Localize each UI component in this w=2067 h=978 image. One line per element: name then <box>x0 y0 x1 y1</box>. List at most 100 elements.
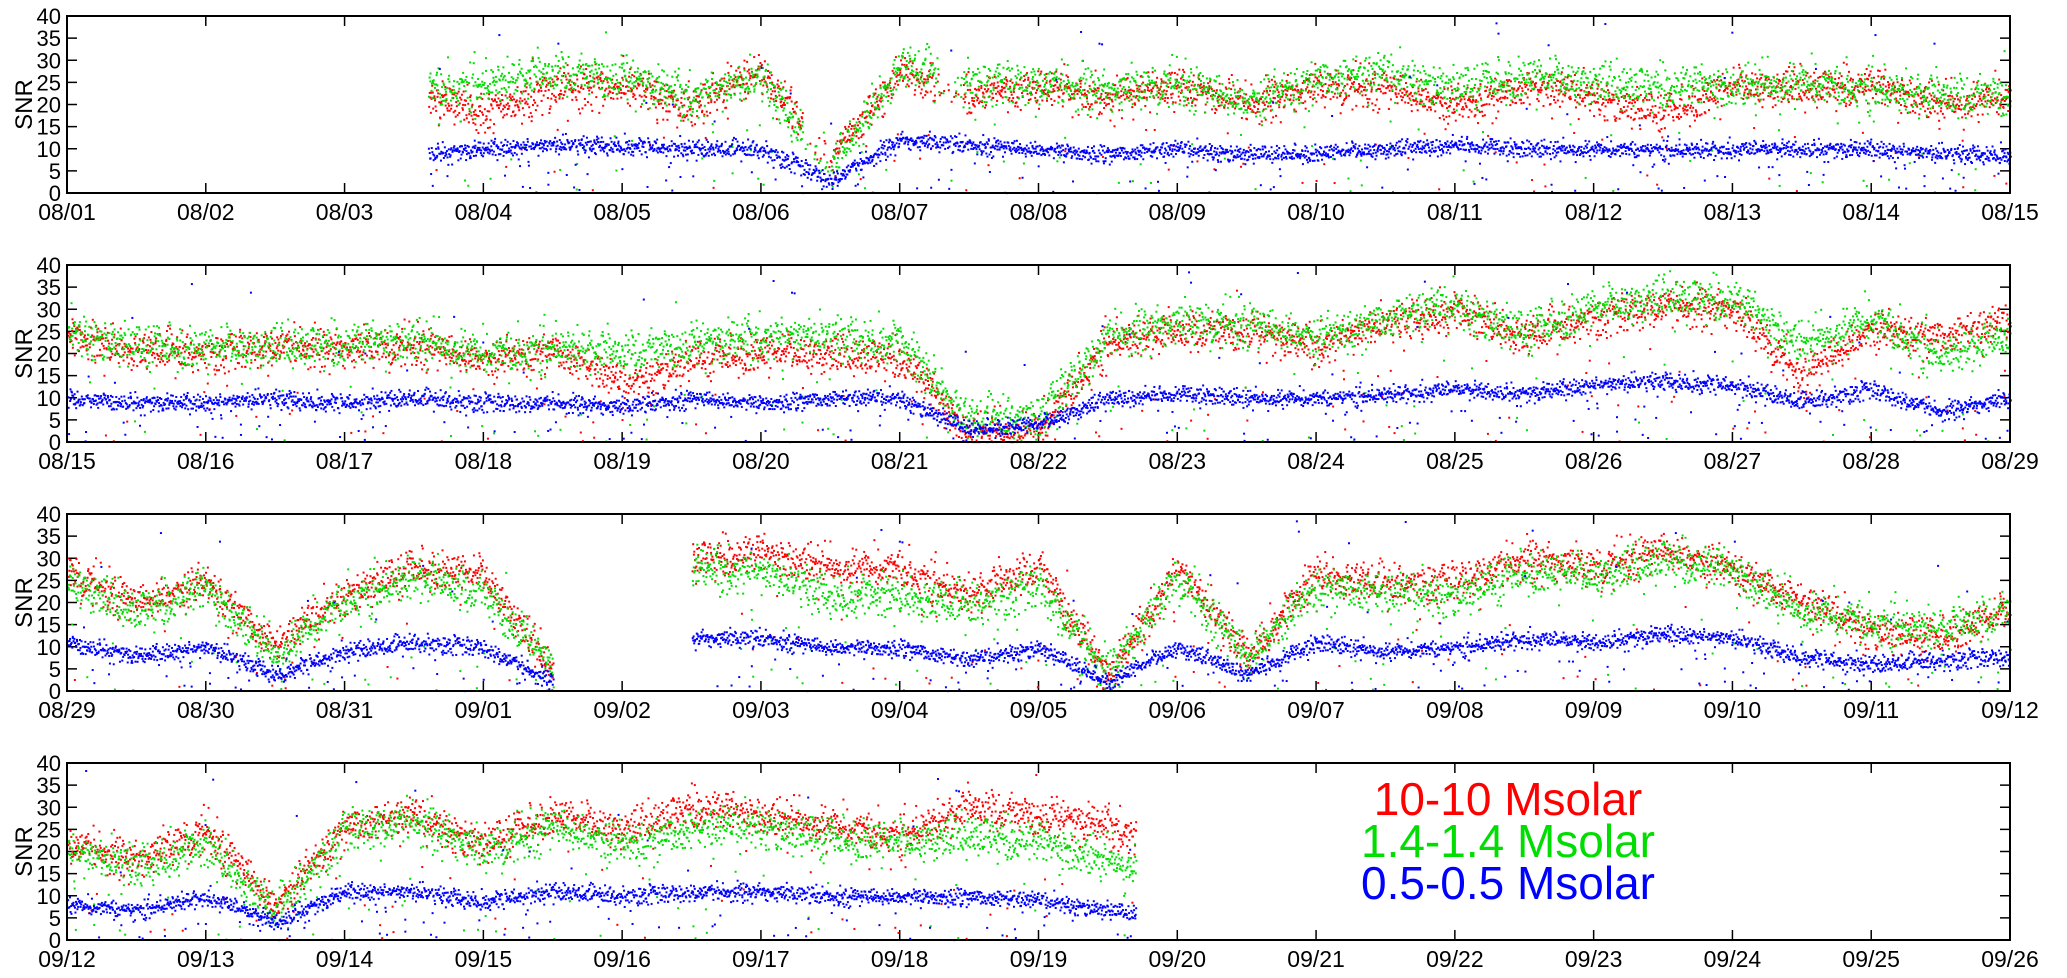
data-point <box>723 99 725 101</box>
data-point <box>619 82 621 84</box>
data-point <box>832 186 834 188</box>
data-point <box>531 120 533 122</box>
data-point <box>908 85 910 87</box>
data-point <box>539 61 541 63</box>
data-point <box>872 104 874 106</box>
data-point <box>651 84 653 86</box>
data-point <box>1205 104 1207 106</box>
data-point <box>559 169 561 171</box>
data-point <box>1951 95 1953 97</box>
data-point <box>1169 82 1171 84</box>
data-point <box>877 96 879 98</box>
x-tick-label: 08/02 <box>177 199 235 225</box>
data-point <box>521 123 523 125</box>
data-point <box>489 126 491 128</box>
data-point <box>1321 97 1323 99</box>
data-point <box>1332 81 1334 83</box>
data-point <box>1045 73 1047 75</box>
data-point <box>678 109 680 111</box>
data-point <box>1525 86 1527 88</box>
data-point <box>492 77 494 79</box>
data-point <box>1146 97 1148 99</box>
data-point <box>1196 99 1198 101</box>
data-point <box>1232 84 1234 86</box>
data-point <box>741 76 743 78</box>
data-point <box>601 63 603 65</box>
data-point <box>1541 84 1543 86</box>
data-point <box>1500 101 1502 103</box>
data-point <box>558 98 560 100</box>
data-point <box>790 135 792 137</box>
data-point <box>554 99 556 101</box>
data-point <box>836 162 838 164</box>
data-point <box>1323 95 1325 97</box>
data-point <box>792 116 794 118</box>
data-point <box>792 108 794 110</box>
data-point <box>770 93 772 95</box>
data-point <box>770 97 772 99</box>
data-point <box>585 63 587 65</box>
data-point <box>498 107 500 109</box>
data-point <box>714 89 716 91</box>
data-point <box>1258 103 1260 105</box>
data-point <box>1411 110 1413 112</box>
data-point <box>1497 100 1499 102</box>
data-point <box>920 92 922 94</box>
data-point <box>516 99 518 101</box>
data-point <box>678 68 680 70</box>
data-point <box>681 88 683 90</box>
data-point <box>1610 101 1612 103</box>
data-point <box>507 56 509 58</box>
data-point <box>802 121 804 123</box>
data-point <box>1668 114 1670 116</box>
data-point <box>1536 98 1538 100</box>
data-point <box>1147 87 1149 89</box>
data-point <box>1555 89 1557 91</box>
data-point <box>777 80 779 82</box>
data-point <box>698 117 700 119</box>
data-point <box>928 134 930 136</box>
data-point <box>1870 70 1872 72</box>
data-point <box>1361 94 1363 96</box>
data-point <box>1651 95 1653 97</box>
data-point <box>510 115 512 117</box>
data-point <box>997 85 999 87</box>
data-point <box>1193 74 1195 76</box>
data-point <box>1799 96 1801 98</box>
data-point <box>1938 120 1940 122</box>
data-point <box>1530 90 1532 92</box>
data-point <box>605 88 607 90</box>
data-point <box>1462 106 1464 108</box>
data-point <box>1757 86 1759 88</box>
data-point <box>818 137 820 139</box>
data-point <box>1245 79 1247 81</box>
data-point <box>1272 116 1274 118</box>
data-point <box>616 79 618 81</box>
data-point <box>472 74 474 76</box>
data-point <box>538 57 540 59</box>
data-point <box>1777 83 1779 85</box>
data-point <box>831 170 833 172</box>
data-point <box>851 134 853 136</box>
data-point <box>656 119 658 121</box>
data-point <box>583 68 585 70</box>
data-point <box>1785 82 1787 84</box>
data-point <box>1228 78 1230 80</box>
data-point <box>1005 83 1007 85</box>
data-point <box>1564 95 1566 97</box>
data-point <box>969 89 971 91</box>
data-point <box>940 92 942 94</box>
data-point <box>1239 95 1241 97</box>
data-point <box>518 63 520 65</box>
data-point <box>728 78 730 80</box>
data-point <box>751 68 753 70</box>
data-point <box>1544 185 1546 187</box>
data-point <box>1380 91 1382 93</box>
data-point <box>782 110 784 112</box>
data-point <box>1300 88 1302 90</box>
data-point <box>1362 86 1364 88</box>
data-point <box>1449 97 1451 99</box>
data-point <box>666 97 668 99</box>
data-point <box>780 82 782 84</box>
data-point <box>527 93 529 95</box>
